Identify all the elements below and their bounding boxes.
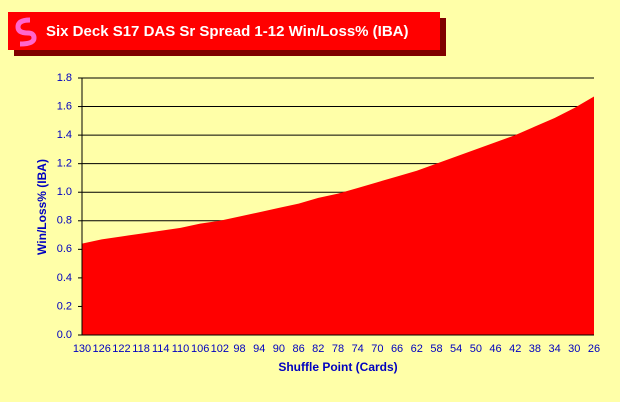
area — [82, 96, 594, 335]
x-tick-label: 94 — [253, 343, 265, 355]
x-tick-label: 74 — [352, 343, 364, 355]
x-tick-label: 82 — [312, 343, 324, 355]
x-tick-label: 62 — [411, 343, 423, 355]
x-tick-label: 106 — [191, 343, 209, 355]
y-tick-label: 1.4 — [57, 129, 72, 141]
logo — [15, 17, 37, 47]
x-tick-label: 26 — [588, 343, 600, 355]
x-tick-label: 126 — [93, 343, 111, 355]
x-tick-label: 90 — [273, 343, 285, 355]
y-tick-label: 0.4 — [57, 272, 72, 284]
y-tick-label: 1.6 — [57, 100, 72, 112]
x-tick-label: 78 — [332, 343, 344, 355]
x-tick-label: 38 — [529, 343, 541, 355]
x-tick-label: 50 — [470, 343, 482, 355]
y-tick-label: 1.8 — [57, 72, 72, 84]
y-tick-label: 0.6 — [57, 243, 72, 255]
x-tick-label: 110 — [172, 343, 190, 355]
x-tick-label: 66 — [391, 343, 403, 355]
x-tick-label: 86 — [292, 343, 304, 355]
x-axis-label: Shuffle Point (Cards) — [278, 360, 397, 374]
x-tick-label: 54 — [450, 343, 462, 355]
x-tick-label: 114 — [152, 343, 170, 355]
x-tick-label: 30 — [568, 343, 580, 355]
x-tick-label: 102 — [211, 343, 229, 355]
y-tick-label: 0.2 — [57, 300, 72, 312]
x-tick-label: 42 — [509, 343, 521, 355]
x-tick-label: 46 — [489, 343, 501, 355]
x-tick-label: 118 — [132, 343, 150, 355]
y-tick-label: 0.8 — [57, 215, 72, 227]
x-tick-label: 58 — [430, 343, 442, 355]
x-tick-label: 34 — [548, 343, 560, 355]
y-tick-label: 0.0 — [57, 329, 72, 341]
title-box — [8, 12, 440, 50]
y-axis-label: Win/Loss% (IBA) — [35, 159, 49, 255]
x-tick-label: 130 — [73, 343, 91, 355]
x-tick-label: 70 — [371, 343, 383, 355]
y-tick-label: 1.2 — [57, 158, 72, 170]
chart-title: Six Deck S17 DAS Sr Spread 1-12 Win/Loss… — [46, 23, 408, 40]
x-tick-label: 98 — [233, 343, 245, 355]
x-tick-label: 122 — [112, 343, 130, 355]
y-tick-label: 1.0 — [57, 186, 72, 198]
